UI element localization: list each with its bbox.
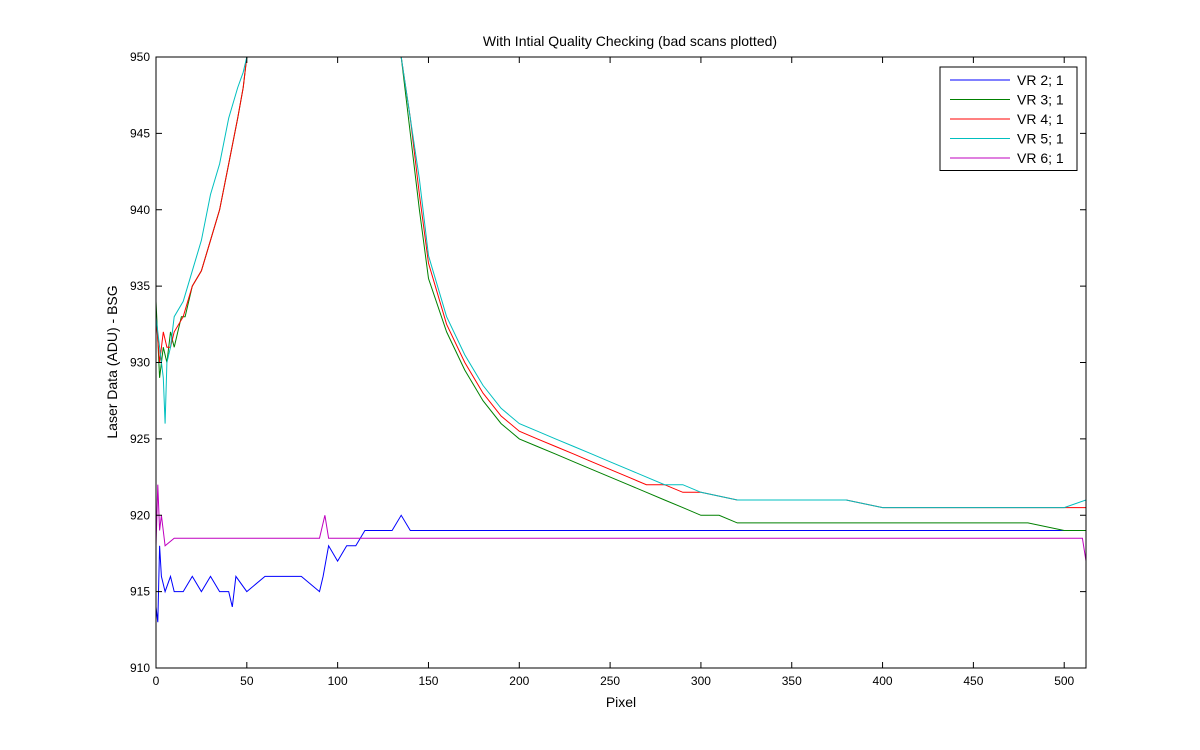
x-tick-label: 200 — [509, 674, 529, 688]
y-tick-label: 920 — [130, 508, 150, 522]
y-axis-label: Laser Data (ADU) - BSG — [104, 285, 120, 438]
legend-label: VR 2; 1 — [1017, 72, 1064, 88]
x-tick-label: 450 — [963, 674, 983, 688]
y-tick-label: 935 — [130, 279, 150, 293]
x-tick-label: 400 — [873, 674, 893, 688]
y-tick-label: 915 — [130, 585, 150, 599]
legend-label: VR 6; 1 — [1017, 150, 1064, 166]
series-line-2 — [156, 57, 1086, 531]
x-tick-label: 100 — [328, 674, 348, 688]
legend: VR 2; 1 VR 3; 1 VR 4; 1 VR 5; 1 VR 6; 1 — [939, 66, 1078, 171]
series-group — [156, 57, 1086, 623]
y-tick-label: 945 — [130, 126, 150, 140]
legend-label: VR 4; 1 — [1017, 111, 1064, 127]
x-tick-label: 150 — [418, 674, 438, 688]
x-tick-label: 500 — [1054, 674, 1074, 688]
x-tick-label: 350 — [782, 674, 802, 688]
legend-label: VR 5; 1 — [1017, 131, 1064, 147]
y-tick-label: 910 — [130, 661, 150, 675]
y-tick-label: 930 — [130, 356, 150, 370]
x-tick-label: 50 — [240, 674, 254, 688]
legend-label: VR 3; 1 — [1017, 92, 1064, 108]
x-tick-label: 300 — [691, 674, 711, 688]
series-line-4 — [156, 57, 1086, 509]
chart-title: With Intial Quality Checking (bad scans … — [483, 33, 777, 49]
y-tick-label: 940 — [130, 203, 150, 217]
series-line-1 — [156, 514, 1086, 623]
plot-area: 0 50 100 150 200 250 300 350 400 450 500 910 915 920 9… — [130, 50, 1087, 688]
x-tick-label: 0 — [153, 674, 160, 688]
y-tick-label: 950 — [130, 50, 150, 64]
x-tick-label: 250 — [600, 674, 620, 688]
y-tick-label: 925 — [130, 432, 150, 446]
series-line-5 — [156, 484, 1086, 562]
x-axis-label: Pixel — [606, 694, 636, 710]
